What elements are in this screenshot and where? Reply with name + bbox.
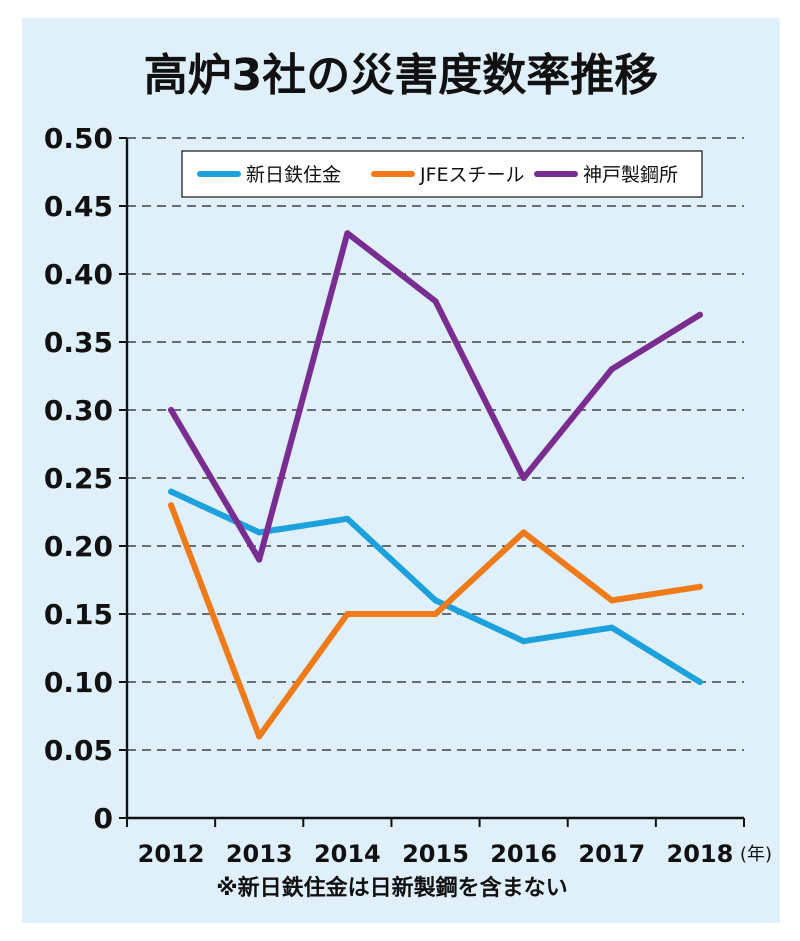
data-point xyxy=(520,529,527,536)
x-tick-label: 2014 xyxy=(314,840,381,868)
y-tick-label: 0.40 xyxy=(44,258,113,291)
y-tick-label: 0.25 xyxy=(44,462,113,495)
data-point xyxy=(168,488,175,495)
series-line-0 xyxy=(168,488,703,685)
chart-title: 高炉3社の災害度数率推移 xyxy=(144,50,659,101)
legend-box xyxy=(181,150,703,198)
chart-panel: 高炉3社の災害度数率推移 0 0.05 0.10 0.15 0.20 0.25 0.30 0.… xyxy=(22,18,780,923)
data-point xyxy=(432,298,439,305)
data-point xyxy=(432,597,439,604)
data-point xyxy=(696,583,703,590)
y-tick-label: 0.10 xyxy=(44,666,113,699)
legend-label: 新日鉄住金 xyxy=(246,164,341,186)
y-tick-label: 0.50 xyxy=(44,122,113,155)
x-tick-label: 2013 xyxy=(226,840,293,868)
data-point xyxy=(256,556,263,563)
tick-labels: 0 0.05 0.10 0.15 0.20 0.25 0.30 0.35 0.40 0.45 0.5… xyxy=(44,122,772,868)
y-tick-label: 0 xyxy=(94,802,113,835)
x-tick-label: 2012 xyxy=(138,840,205,868)
data-point xyxy=(168,502,175,509)
y-tick-label: 0.15 xyxy=(44,598,113,631)
y-tick-label: 0.30 xyxy=(44,394,113,427)
data-point xyxy=(608,366,615,373)
axes xyxy=(119,137,745,827)
x-tick-label: 2018 xyxy=(667,840,734,868)
y-tick-label: 0.05 xyxy=(44,734,113,767)
grid-lines xyxy=(127,137,744,751)
legend: 新日鉄住金 JFEスチール 神戸製鋼所 xyxy=(181,150,703,198)
data-point xyxy=(696,679,703,685)
y-tick-label: 0.20 xyxy=(44,530,113,563)
data-point xyxy=(608,624,615,631)
chart-note: ※新日鉄住金は日新製鋼を含まない xyxy=(216,875,567,901)
legend-label: 神戸製鋼所 xyxy=(583,164,678,186)
series-line-2 xyxy=(168,230,703,563)
x-tick-label: 2016 xyxy=(490,840,557,868)
data-point xyxy=(520,638,527,645)
data-point xyxy=(432,611,439,617)
data-point xyxy=(608,597,615,604)
x-axis-unit: (年) xyxy=(740,844,772,865)
data-point xyxy=(344,611,351,617)
data-point xyxy=(344,515,351,522)
x-tick-label: 2017 xyxy=(578,840,645,868)
series-lines xyxy=(168,230,703,740)
y-tick-label: 0.45 xyxy=(44,190,113,223)
data-point xyxy=(520,475,527,481)
data-point xyxy=(168,407,175,413)
x-tick-label: 2015 xyxy=(402,840,469,868)
chart-svg: 高炉3社の災害度数率推移 0 0.05 0.10 0.15 0.20 0.25 0.30 0.… xyxy=(44,50,772,901)
data-point xyxy=(344,230,351,237)
data-point xyxy=(256,529,263,536)
data-point xyxy=(256,733,263,740)
data-point xyxy=(696,311,703,318)
y-tick-label: 0.35 xyxy=(44,326,113,359)
legend-label: JFEスチール xyxy=(419,164,525,186)
